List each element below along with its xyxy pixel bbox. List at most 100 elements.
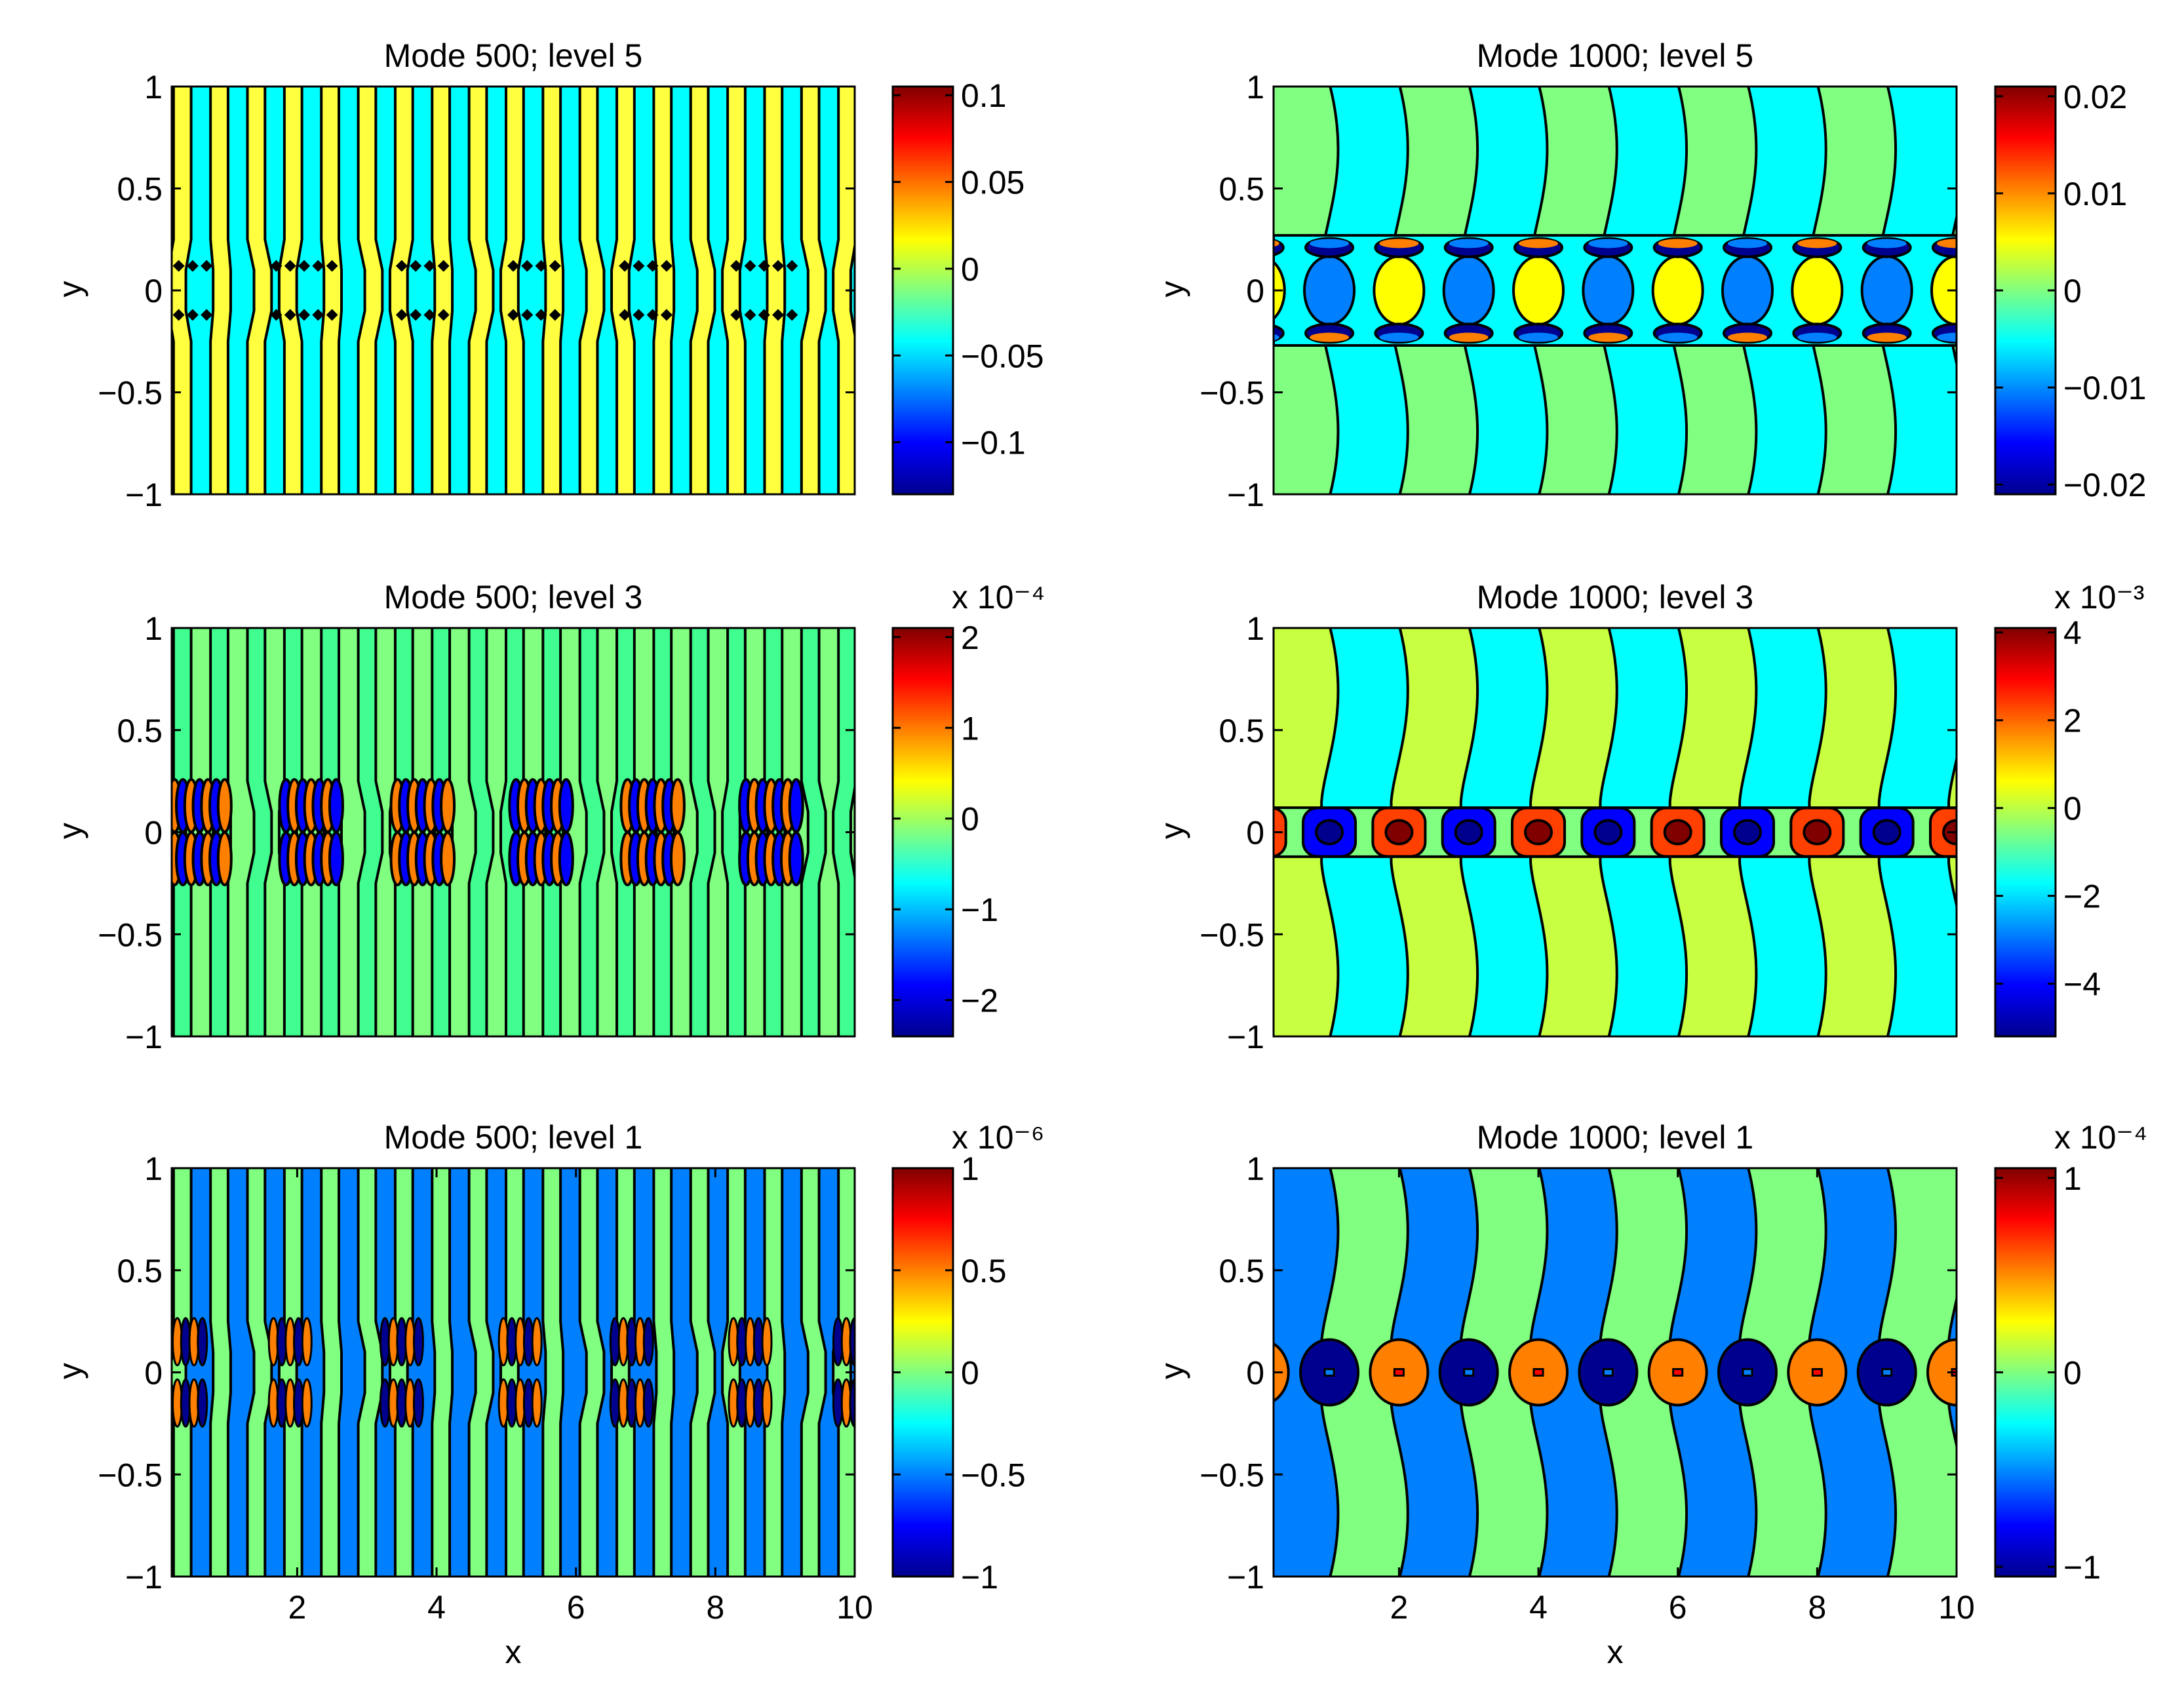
core-diamond	[758, 309, 770, 321]
core-diamond	[410, 260, 422, 272]
x-axis-label: x	[505, 1634, 522, 1670]
core-blob	[440, 778, 456, 834]
x-tick-label: 4	[1529, 1589, 1548, 1626]
core-edge-blob	[1379, 239, 1419, 248]
plot-area	[172, 87, 855, 494]
contour-band	[578, 628, 606, 1036]
contour-band	[246, 628, 273, 1036]
colorbar	[891, 627, 954, 1038]
core-cell	[1373, 255, 1426, 326]
colorbar-tick-label: 0	[961, 1355, 979, 1392]
y-axis-label: y	[1154, 1363, 1190, 1379]
contour-band	[721, 87, 747, 494]
contour-band	[320, 87, 343, 494]
core-diamond	[646, 309, 659, 321]
x-tick-label: 8	[706, 1589, 724, 1626]
core-center	[1532, 1368, 1544, 1377]
x-tick-label: 10	[836, 1589, 873, 1626]
core-ellipse	[761, 1317, 773, 1367]
core-blob	[328, 831, 344, 886]
colorbar-exponent: x 10⁻⁴	[2054, 1119, 2147, 1156]
core-oval	[1926, 1338, 1957, 1407]
core-center	[1393, 1368, 1405, 1377]
colorbar-tick-label: −1	[961, 1559, 998, 1596]
core-blob	[558, 778, 574, 834]
y-axis-label: y	[52, 823, 88, 839]
y-tick-label: 0	[1246, 1355, 1264, 1392]
y-tick-label: −0.5	[1199, 916, 1264, 953]
y-tick-label: 0	[144, 273, 163, 309]
core-diamond	[186, 309, 199, 321]
colorbar	[1994, 627, 2057, 1038]
contour-band	[689, 1168, 716, 1577]
x-tick-label: 2	[1390, 1589, 1408, 1626]
plot-area	[1274, 628, 1957, 1036]
plot-area	[1274, 1168, 1957, 1577]
colorbar-tick-label: 0	[2063, 791, 2082, 827]
core-diamond	[284, 309, 296, 321]
contour-band	[246, 1168, 273, 1577]
core-diamond	[507, 309, 519, 321]
x-axis-label: x	[1607, 1634, 1624, 1670]
y-axis-label: y	[1154, 281, 1190, 298]
core-center	[1881, 1368, 1893, 1377]
core-edge-blob	[1728, 332, 1768, 342]
contour-band	[357, 87, 384, 494]
core-center	[1315, 819, 1344, 846]
core-edge-blob	[1310, 332, 1350, 342]
contour-band	[431, 87, 454, 494]
colorbar-tick-label: 1	[961, 1150, 979, 1187]
panel-3: 1 0.5 0 −0.5 −1 Mode 500; level 3 y 2 1 0 −1 −2 x 10…	[52, 579, 1045, 1055]
panel-title: Mode 1000; level 1	[1477, 1119, 1754, 1156]
colorbar	[1994, 1167, 2057, 1578]
core-blob	[558, 831, 574, 886]
core-diamond	[619, 260, 631, 272]
core-edge-blob	[1519, 332, 1559, 342]
panel-title: Mode 500; level 5	[384, 37, 643, 74]
core-diamond	[270, 309, 283, 321]
y-tick-label: −1	[125, 477, 163, 513]
contour-band	[357, 628, 384, 1036]
core-edge-blob	[1588, 332, 1628, 342]
core-diamond	[660, 260, 673, 272]
colorbar-tick-label: 0	[2063, 273, 2082, 309]
core-diamond	[423, 309, 436, 321]
core-ellipse	[849, 1317, 855, 1367]
contour-band	[388, 87, 414, 494]
core-ellipse	[859, 1379, 868, 1426]
y-tick-label: 0	[144, 1355, 163, 1392]
core-edge-blob	[1519, 239, 1559, 248]
core-cell	[1512, 255, 1565, 326]
core-ellipse	[197, 1378, 208, 1428]
y-tick-label: −0.5	[1199, 1457, 1264, 1493]
colorbar	[1994, 85, 2057, 496]
colorbar-tick-label: −0.01	[2063, 370, 2147, 406]
x-tick-label: 6	[1669, 1589, 1687, 1626]
y-tick-label: −0.5	[98, 1457, 163, 1493]
core-diamond	[758, 260, 770, 272]
colorbar-tick-label: −2	[2063, 878, 2101, 915]
core-edge-blob	[1867, 239, 1907, 248]
y-tick-label: 1	[144, 69, 163, 106]
core-diamond	[619, 309, 631, 321]
contour-band	[652, 1168, 676, 1577]
colorbar-tick-label: 4	[2063, 615, 2082, 652]
core-edge-blob	[1728, 239, 1768, 248]
core-diamond	[772, 309, 785, 321]
core-diamond	[786, 260, 798, 272]
core-blob	[788, 778, 804, 834]
y-tick-label: −1	[1227, 477, 1264, 513]
core-edge-blob	[1797, 239, 1837, 248]
core-ellipse	[642, 1317, 654, 1367]
panel-title: Mode 500; level 1	[384, 1119, 643, 1156]
colorbar-tick-label: 1	[961, 710, 979, 747]
contour-band	[1320, 1168, 1409, 1577]
contour-band	[209, 87, 232, 494]
colorbar-tick-label: 0.01	[2063, 176, 2127, 212]
y-axis-label: y	[1154, 823, 1190, 839]
plot-area	[172, 628, 855, 1036]
contour-band	[209, 628, 232, 1036]
core-ellipse	[867, 1318, 876, 1365]
core-diamond	[172, 309, 185, 321]
